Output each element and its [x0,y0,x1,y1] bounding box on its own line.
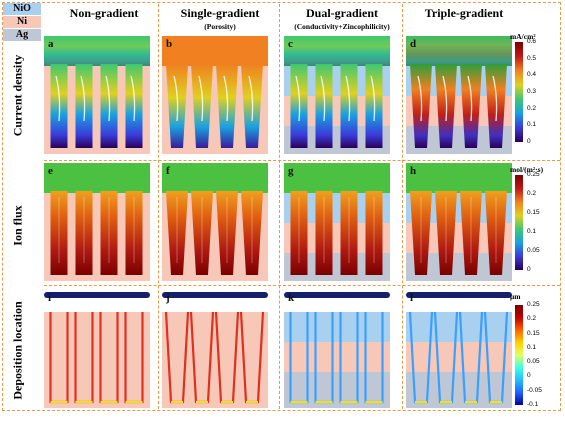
figure-frame [2,2,561,411]
colorbar-tick: 0.25 [527,171,540,178]
row-label-current-density: Current density [10,54,25,137]
panel-letter: k [288,292,295,304]
colorbar-deposition [515,305,523,405]
panel-c: c [284,36,390,154]
colorbar-tick: 0.1 [527,343,537,351]
panel-d: d [406,36,512,154]
row-label-deposition-location: Deposition location [10,301,25,400]
panel-g: g [284,163,390,281]
panel-letter: l [410,292,414,304]
colorbar-tick: 0 [527,266,531,273]
panel-e: e [44,163,150,281]
column-title-single-gradient: Single-gradient [180,6,260,20]
colorbar-unit-deposition: μm [510,292,521,301]
colorbar-tick: 0.05 [527,247,540,254]
column-subtitle-single-gradient: (Porosity) [204,22,236,31]
panel-letter: i [48,292,52,304]
colorbar-tick: 0.2 [527,104,537,112]
legend-nio: NiO [3,3,41,16]
panel-i: i [44,290,150,408]
panel-k: k [284,290,390,408]
colorbar-tick: 0.15 [527,329,540,337]
colorbar-unit-current: mA/cm² [510,32,536,41]
row-label-ion-flux: Ion flux [10,205,25,246]
colorbar-tick: 0.3 [527,88,537,95]
panel-b: b [162,36,268,154]
layer-legend: NiO Ni Ag [3,3,41,42]
panel-letter: c [288,38,293,50]
column-title-triple-gradient: Triple-gradient [424,6,504,20]
panel-letter: d [410,38,417,50]
colorbar-tick: 0.6 [527,38,537,45]
row-divider [44,285,560,286]
panel-letter: a [48,38,54,50]
column-divider [402,4,403,409]
panel-letter: b [166,38,173,50]
colorbar-tick: 0.2 [527,190,537,197]
column-divider [279,4,280,409]
legend-ni: Ni [3,16,41,29]
column-title-dual-gradient: Dual-gradient [306,6,378,20]
column-divider [158,4,159,409]
colorbar-tick: 0.05 [527,358,540,366]
column-subtitle-dual-gradient: (Conductivity+Zincophilicity) [294,22,390,31]
colorbar-tick: 0.25 [527,301,540,308]
row-divider [44,160,560,161]
colorbar-tick: 0.15 [527,209,540,216]
panel-letter: e [48,165,53,177]
panel-letter: f [166,165,170,177]
colorbar-current-density [515,42,523,142]
colorbar-tick: -0.1 [527,401,539,408]
panel-letter: j [166,292,170,304]
colorbar-tick: 0 [527,372,531,380]
panel-l: l [406,290,512,408]
panel-letter: g [288,165,294,177]
panel-f: f [162,163,268,281]
panel-letter: h [410,165,417,177]
colorbar-tick: 0.2 [527,315,537,323]
colorbar-tick: 0.4 [527,71,537,79]
colorbar-tick: 0 [527,138,531,145]
colorbar-tick: 0.1 [527,121,537,129]
colorbar-tick: 0.5 [527,54,537,62]
legend-ag: Ag [3,29,41,42]
panel-h: h [406,163,512,281]
colorbar-tick: -0.05 [527,386,542,394]
colorbar-unit-ionflux: mol/(m²·s) [510,165,544,174]
panel-a: a [44,36,150,154]
column-title-non-gradient: Non-gradient [69,6,139,20]
colorbar-tick: 0.1 [527,228,537,235]
colorbar-ion-flux [515,175,523,270]
panel-j: j [162,290,268,408]
